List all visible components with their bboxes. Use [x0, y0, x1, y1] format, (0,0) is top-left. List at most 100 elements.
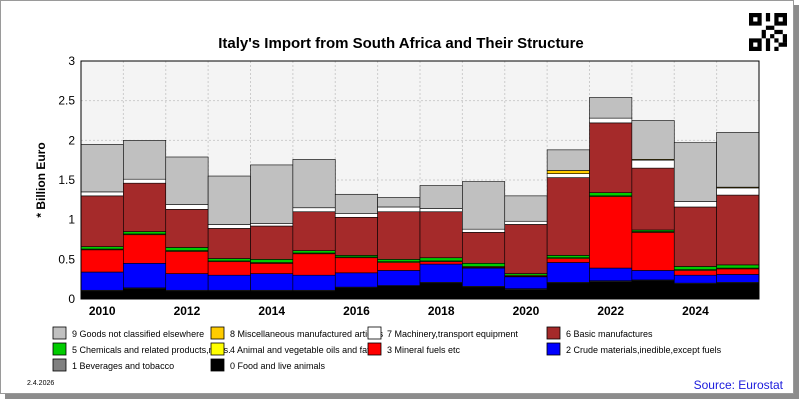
bar-segment-2024-s3 — [673, 270, 717, 276]
legend-label: 4 Animal and vegetable oils and fats — [230, 345, 375, 355]
bar-segment-2015-s3 — [292, 253, 336, 276]
bar-segment-2017-s7 — [377, 206, 421, 213]
bar-segment-2019-s6 — [462, 232, 506, 264]
bar-segment-2014-s6 — [250, 225, 294, 260]
bar-segment-2012-s3 — [165, 251, 209, 274]
legend-label: 9 Goods not classified elsewhere — [72, 329, 204, 339]
bar-segment-2021-s6 — [546, 177, 590, 256]
bar-segment-2023-s3 — [631, 232, 675, 271]
bar-segment-2013-s7 — [207, 224, 251, 229]
legend-label: 8 Miscellaneous manufactured articles — [230, 329, 384, 339]
legend-label: 5 Chemicals and related products,n.e.s. — [72, 345, 231, 355]
bar-segment-2013-s3 — [207, 261, 251, 276]
bar-segment-2022-s7 — [589, 117, 633, 124]
y-tick-label: 0 — [68, 292, 75, 306]
bar-segment-2016-s6 — [334, 216, 378, 256]
bar-segment-2020-s0 — [504, 289, 548, 300]
bar-segment-2010-s9 — [80, 144, 124, 193]
legend-swatch — [210, 358, 225, 372]
bar-segment-2012-s7 — [165, 204, 209, 210]
bar-segment-2013-s9 — [207, 175, 251, 225]
legend-swatch — [546, 342, 561, 356]
bar-segment-2018-s5 — [419, 257, 463, 262]
bar-segment-2024-s6 — [673, 206, 717, 267]
qr-code-icon — [749, 13, 787, 51]
x-tick-label: 2010 — [89, 304, 116, 318]
bar-segment-2019-s2 — [462, 267, 506, 287]
bar-segment-2011-s7 — [123, 178, 167, 184]
bar-segment-2011-s6 — [123, 182, 167, 232]
bar-segment-2020-s7 — [504, 220, 548, 225]
bar-segment-2021-s0 — [546, 282, 590, 300]
bar-segment-2013-s0 — [207, 290, 251, 300]
bar-segment-2013-s5 — [207, 258, 251, 262]
bar-segment-2010-s3 — [80, 249, 124, 273]
bar-segment-2016-s3 — [334, 257, 378, 274]
y-axis-label: * Billion Euro — [34, 142, 48, 217]
bar-segment-2025-s0 — [716, 282, 760, 300]
bar-segment-2011-s9 — [123, 140, 167, 180]
plot-border — [80, 60, 760, 300]
bar-segment-2017-s5 — [377, 259, 421, 263]
bar-segment-2019-s7 — [462, 228, 506, 233]
x-tick-label: 2016 — [343, 304, 370, 318]
source-label: Source: Eurostat — [693, 378, 783, 392]
bar-segment-2015-s0 — [292, 290, 336, 300]
bar-segment-2015-s5 — [292, 250, 336, 254]
bar-segment-2024-s2 — [673, 274, 717, 284]
bar-segment-2024-s0 — [673, 283, 717, 300]
legend-swatch — [210, 326, 225, 340]
legend-label: 6 Basic manufactures — [566, 329, 653, 339]
y-tick-label: 2.5 — [58, 94, 75, 108]
bar-segment-2020-s6 — [504, 224, 548, 274]
legend-label: 1 Beverages and tobacco — [72, 361, 174, 371]
bar-segment-2019-s5 — [462, 262, 506, 267]
bar-segment-2025-s5 — [716, 264, 760, 269]
legend-swatch — [52, 358, 67, 372]
bar-segment-2016-s2 — [334, 272, 378, 288]
bar-segment-2023-s7 — [631, 159, 675, 169]
bar-segment-2013-s2 — [207, 274, 251, 291]
bar-segment-2018-s6 — [419, 211, 463, 259]
chart-frame: Italy's Import from South Africa and The… — [0, 0, 794, 394]
bar-segment-2018-s9 — [419, 185, 463, 209]
bar-segment-2011-s2 — [123, 262, 167, 289]
x-tick-label: 2024 — [682, 304, 709, 318]
bar-segment-2014-s7 — [250, 223, 294, 227]
bar-segment-2022-s9 — [589, 97, 633, 119]
bar-segment-2011-s3 — [123, 234, 167, 264]
bar-segment-2025-s3 — [716, 268, 760, 275]
bar-segment-2010-s2 — [80, 271, 124, 291]
bar-segment-2021-s2 — [546, 262, 590, 283]
bar-segment-2022-s5 — [589, 192, 633, 197]
y-tick-label: 0.5 — [58, 252, 75, 266]
legend-swatch — [546, 326, 561, 340]
legend-label: 0 Food and live animals — [230, 361, 326, 371]
bar-segment-2012-s2 — [165, 273, 209, 291]
bar-segment-2025-s6 — [716, 194, 760, 266]
bar-segment-2012-s0 — [165, 290, 209, 300]
bar-segment-2022-s6 — [589, 122, 633, 193]
chart-svg: Italy's Import from South Africa and The… — [34, 35, 760, 372]
bar-segment-2023-s0 — [631, 280, 675, 300]
bar-segment-2015-s9 — [292, 159, 336, 209]
bar-segment-2016-s9 — [334, 193, 378, 214]
legend-label: 7 Machinery,transport equipment — [387, 329, 518, 339]
bar-segment-2015-s6 — [292, 211, 336, 251]
bar-segment-2023-s6 — [631, 167, 675, 231]
bar-segment-2020-s9 — [504, 195, 548, 222]
chart-title: Italy's Import from South Africa and The… — [218, 35, 584, 52]
legend-swatch — [210, 342, 225, 356]
bar-segment-2017-s9 — [377, 197, 421, 208]
bar-segment-2010-s5 — [80, 246, 124, 250]
bar-segment-2022-s2 — [589, 267, 633, 282]
bar-segment-2022-s3 — [589, 196, 633, 269]
bar-segment-2015-s2 — [292, 274, 336, 291]
bar-segment-2020-s2 — [504, 276, 548, 289]
bar-segment-2011-s0 — [123, 288, 167, 300]
legend-swatch — [367, 326, 382, 340]
bar-segment-2025-s2 — [716, 274, 760, 283]
bar-segment-2018-s7 — [419, 208, 463, 213]
bar-segment-2018-s0 — [419, 282, 463, 300]
bar-segment-2022-s0 — [589, 281, 633, 300]
